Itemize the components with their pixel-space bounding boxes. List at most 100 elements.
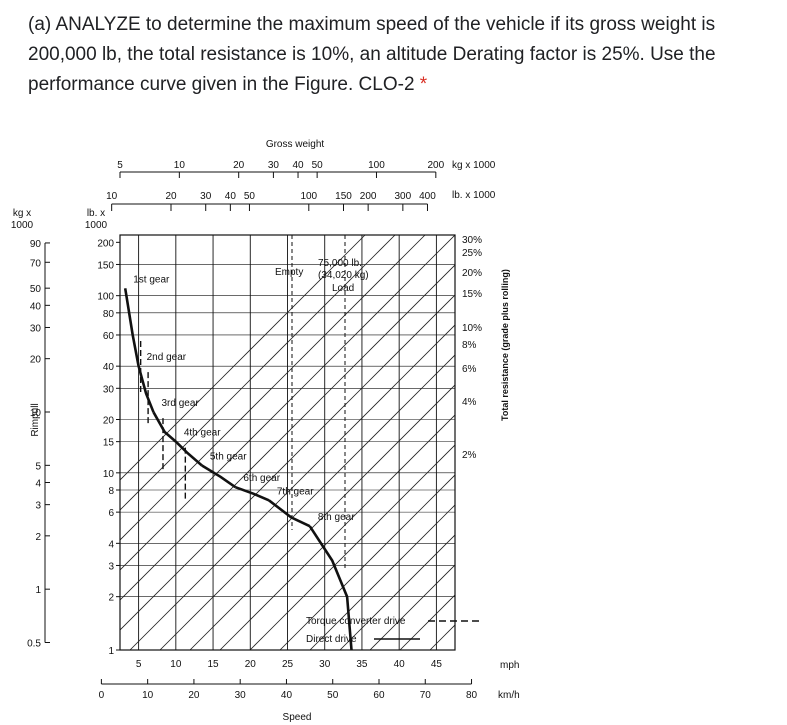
gear-label-1: 1st gear bbox=[133, 274, 170, 285]
top-kg-tick-label: 30 bbox=[268, 160, 280, 171]
resistance-line bbox=[129, 324, 455, 650]
load-label: Load bbox=[332, 283, 354, 294]
top-lb-tick-label: 100 bbox=[300, 191, 317, 202]
gear-curves: 1st gear 2nd gear 3rd gear 4th gear 5th gear… bbox=[123, 274, 355, 651]
left-lb-unit-2: 1000 bbox=[85, 220, 108, 231]
kg-tick-label: 2 bbox=[35, 532, 41, 543]
torque-legend-label: Torque converter drive bbox=[306, 616, 406, 627]
gear-curve-2 bbox=[137, 365, 155, 413]
kg-tick-label: 40 bbox=[30, 301, 42, 312]
lb-tick-label: 80 bbox=[103, 309, 115, 320]
gear-curve-3 bbox=[152, 411, 177, 443]
lb-tick-label: 8 bbox=[108, 486, 114, 497]
top-kg-tick-label: 10 bbox=[174, 160, 186, 171]
top-lb-unit: lb. x 1000 bbox=[452, 190, 496, 201]
top-lb-tick-label: 30 bbox=[200, 191, 212, 202]
x-axis-label: Speed bbox=[283, 712, 312, 723]
required-asterisk: * bbox=[419, 74, 428, 95]
resistance-pct-label: 2% bbox=[462, 450, 477, 461]
lb-tick-label: 4 bbox=[108, 539, 114, 550]
top-lb-tick-label: 20 bbox=[165, 191, 177, 202]
lb-tick-label: 10 bbox=[103, 469, 115, 480]
resistance-line bbox=[339, 534, 455, 650]
left-lb-unit: lb. x bbox=[87, 208, 105, 219]
left-kg-unit-2: 1000 bbox=[11, 220, 34, 231]
mph-tick-label: 5 bbox=[136, 659, 142, 670]
plot-frame bbox=[119, 234, 456, 651]
gear-curve-5 bbox=[201, 464, 237, 489]
chart-axes: 5 10 15 20 25 30 35 40 450 10 20 30 40 50 60 70 80200150… bbox=[27, 160, 482, 701]
lb-tick-label: 2 bbox=[108, 593, 114, 604]
direct-legend-label: Direct drive bbox=[306, 634, 357, 645]
kmh-tick-label: 60 bbox=[373, 690, 385, 701]
top-lb-tick-label: 200 bbox=[360, 191, 377, 202]
top-lb-tick-label: 150 bbox=[335, 191, 352, 202]
resistance-line bbox=[369, 564, 455, 650]
gear-curve-4 bbox=[174, 440, 203, 467]
kmh-tick-label: 10 bbox=[142, 690, 154, 701]
resistance-line bbox=[120, 235, 426, 541]
kg-tick-label: 10 bbox=[30, 408, 42, 419]
lb-tick-label: 6 bbox=[108, 508, 114, 519]
lb-tick-label: 20 bbox=[103, 416, 115, 427]
top-lb-tick-label: 400 bbox=[419, 191, 436, 202]
top-kg-tick-label: 200 bbox=[427, 160, 444, 171]
chart-title: Gross weight bbox=[266, 139, 325, 150]
gear-curve-8 bbox=[308, 525, 353, 651]
kmh-tick-label: 50 bbox=[327, 690, 339, 701]
resistance-line bbox=[120, 235, 455, 571]
resistance-line bbox=[159, 354, 455, 650]
kmh-tick-label: 70 bbox=[420, 690, 432, 701]
resistance-line bbox=[279, 474, 455, 650]
kmh-unit: km/h bbox=[498, 690, 520, 701]
mph-tick-label: 25 bbox=[282, 659, 294, 670]
kmh-tick-label: 40 bbox=[281, 690, 293, 701]
gear-curve-1 bbox=[123, 288, 140, 367]
resistance-line bbox=[510, 230, 787, 660]
kg-tick-label: 3 bbox=[35, 501, 41, 512]
top-kg-tick-label: 50 bbox=[312, 160, 324, 171]
mph-tick-label: 20 bbox=[245, 659, 257, 670]
chart-grid bbox=[120, 235, 455, 651]
gear-label-2: 2nd gear bbox=[147, 352, 187, 363]
y-axis-label: Rimpull bbox=[30, 403, 41, 436]
lb-tick-label: 3 bbox=[108, 561, 114, 572]
question-text: (a) ANALYZE to determine the maximum spe… bbox=[28, 10, 768, 100]
lb-tick-label: 200 bbox=[97, 238, 114, 249]
kmh-tick-label: 0 bbox=[99, 690, 105, 701]
empty-label: Empty bbox=[275, 267, 303, 278]
kg-tick-label: 5 bbox=[35, 461, 41, 472]
left-kg-unit: kg x bbox=[13, 208, 31, 219]
top-lb-tick-label: 40 bbox=[225, 191, 237, 202]
gear-label-7: 7th gear bbox=[277, 486, 314, 497]
gear-label-4: 4th gear bbox=[184, 428, 221, 439]
mph-tick-label: 30 bbox=[319, 659, 331, 670]
top-lb-tick-label: 50 bbox=[244, 191, 256, 202]
gear-label-8: 8th gear bbox=[318, 512, 355, 523]
mph-unit: mph bbox=[500, 660, 519, 671]
top-kg-tick-label: 100 bbox=[368, 160, 385, 171]
resistance-line bbox=[399, 594, 455, 650]
top-lb-tick-label: 10 bbox=[106, 191, 118, 202]
kmh-tick-label: 80 bbox=[466, 690, 478, 701]
lb-tick-label: 30 bbox=[103, 384, 115, 395]
gear-label-6: 6th gear bbox=[243, 473, 280, 484]
kg-tick-label: 70 bbox=[30, 258, 42, 269]
lb-tick-label: 60 bbox=[103, 331, 115, 342]
lb-tick-label: 1 bbox=[108, 646, 114, 657]
chart-labels: Gross weight kg x 1000 lb. x 1000 kg x 1… bbox=[11, 139, 520, 723]
mph-tick-label: 45 bbox=[431, 659, 443, 670]
lb-tick-label: 15 bbox=[103, 438, 115, 449]
resistance-pct-label: 4% bbox=[462, 397, 477, 408]
top-kg-tick-label: 20 bbox=[233, 160, 245, 171]
kg-tick-label: 1 bbox=[35, 585, 41, 596]
top-kg-unit: kg x 1000 bbox=[452, 160, 496, 171]
resistance-pct-label: 20% bbox=[462, 268, 482, 279]
weight-markers bbox=[291, 235, 346, 570]
resistance-diagonals bbox=[120, 230, 787, 660]
loaded-kg-label: (34,020 kg) bbox=[318, 270, 369, 281]
resistance-line bbox=[249, 444, 455, 650]
resistance-pct-label: 8% bbox=[462, 340, 477, 351]
loaded-label: 75,000 lb. bbox=[318, 258, 362, 269]
